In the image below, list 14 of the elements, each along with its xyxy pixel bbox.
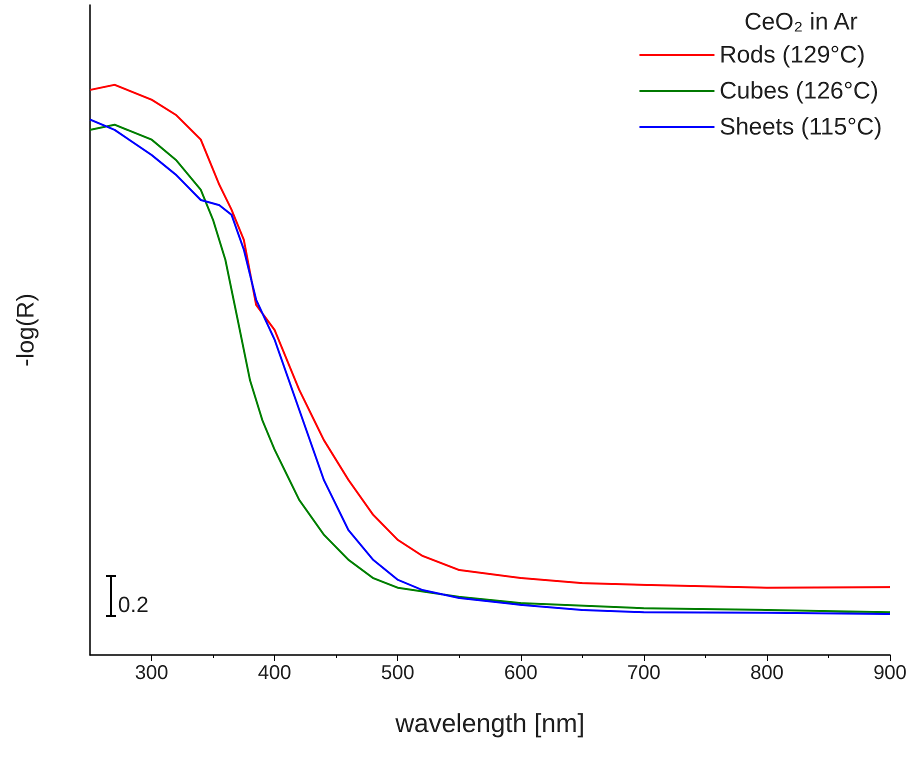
x-axis-title: wavelength [nm] (394, 708, 585, 738)
x-tick-label: 600 (504, 662, 538, 684)
x-tick-label: 700 (627, 662, 661, 684)
x-tick-label: 900 (873, 662, 907, 684)
x-tick-label: 400 (258, 662, 292, 684)
legend-label: Cubes (126°C) (719, 78, 878, 104)
legend-label: Sheets (115°C) (719, 114, 882, 140)
annotation: 0.2 (118, 592, 149, 618)
legend-label: Rods (129°C) (719, 42, 866, 68)
x-tick-label: 300 (134, 662, 168, 684)
legend-title: CeO₂ in Ar (744, 8, 858, 36)
x-tick-label: 500 (381, 662, 414, 684)
y-axis-title: -log(R) (12, 293, 40, 367)
x-tick-label: 800 (750, 662, 784, 684)
